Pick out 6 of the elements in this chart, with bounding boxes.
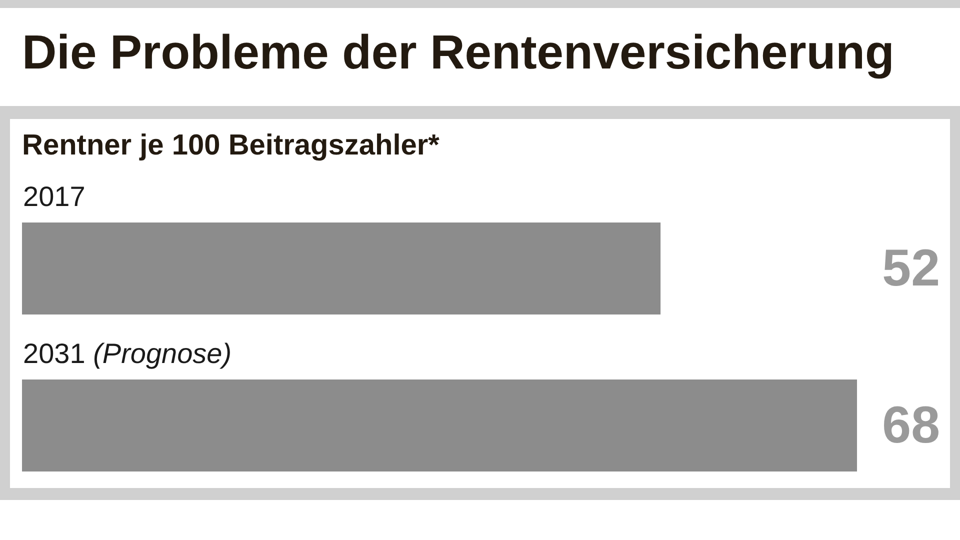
- chart-title: Die Probleme der Rentenversicherung: [22, 26, 894, 80]
- chart-subtitle: Rentner je 100 Beitragszahler*: [22, 130, 440, 162]
- y-tick-label: 2031 (Prognose): [23, 338, 232, 369]
- data-label: 52: [882, 240, 940, 298]
- data-label: 68: [882, 396, 940, 454]
- y-tick-label: 2017: [23, 181, 86, 212]
